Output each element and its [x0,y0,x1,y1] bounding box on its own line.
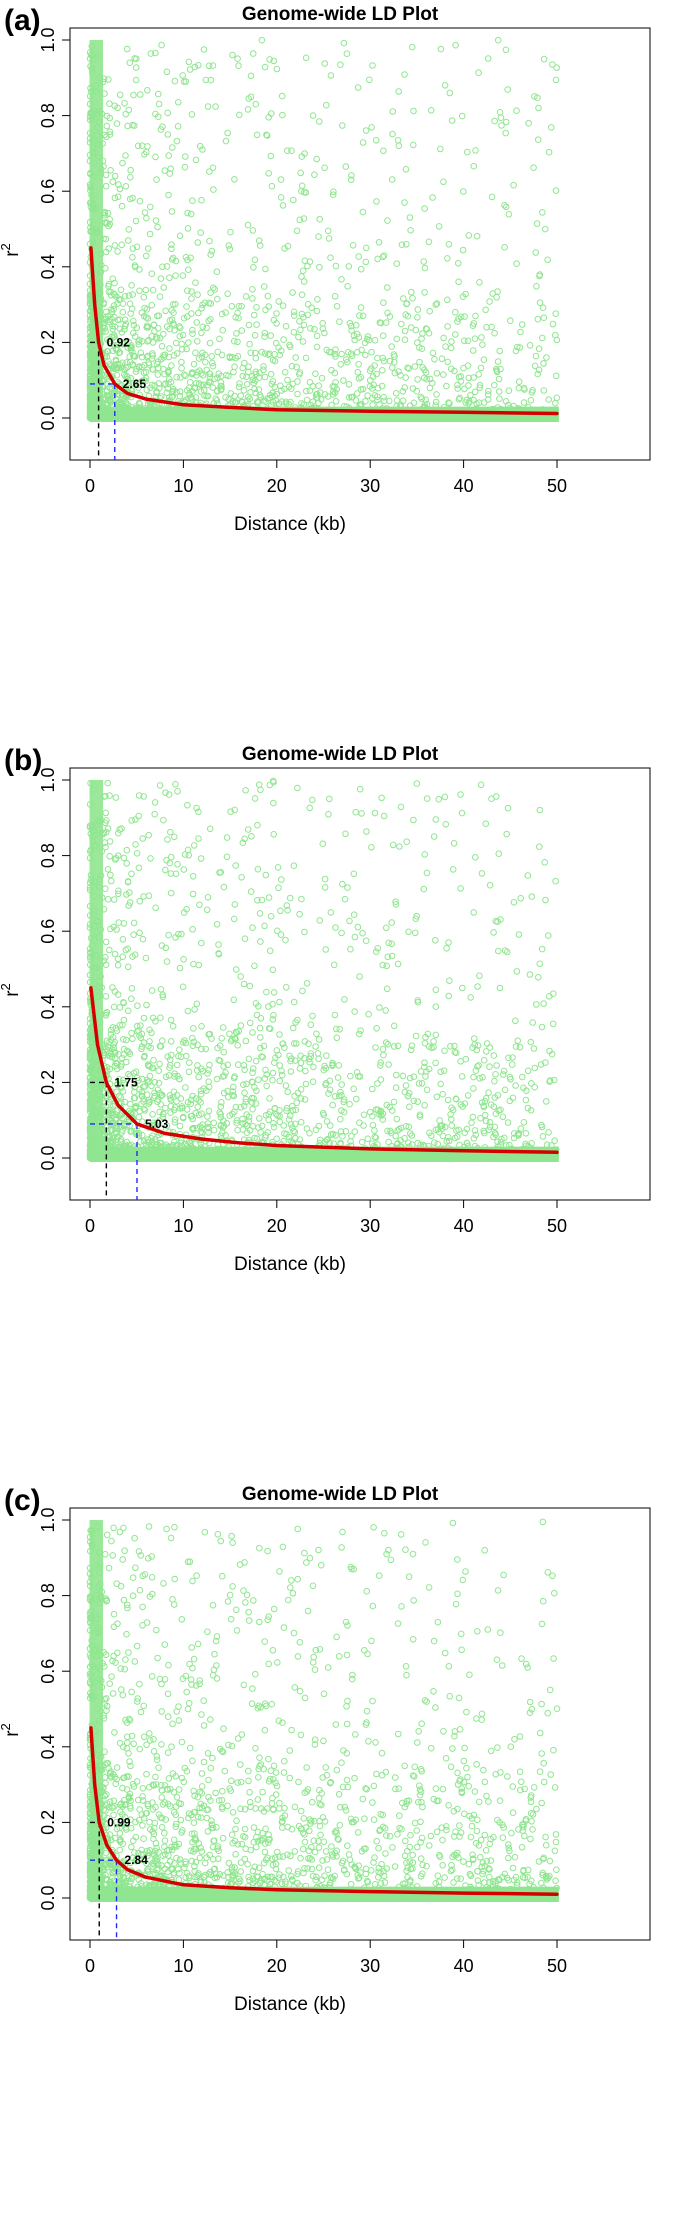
y-tick-label: 0.6 [38,1659,58,1684]
ld-decay-curve [89,246,559,416]
scatter-point-cloud [86,1518,561,1902]
y-tick-label: 0.8 [38,1583,58,1608]
plot-frame [69,767,651,1201]
y-axis-title: r2 [0,983,23,997]
y-tick-label: 0.0 [38,405,58,430]
x-tick-label: 0 [85,1216,95,1236]
y-axis-title: r2 [0,243,23,257]
ld-plot-svg: (c) Genome-wide LD Plot 0.0 0.2 0.4 0.6 0.8 1.0… [0,1484,651,2015]
x-tick-label: 50 [547,476,567,496]
y-tick-label: 1.0 [38,27,58,52]
chart-title: Genome-wide LD Plot [242,1484,439,1505]
x-tick-label: 40 [454,476,474,496]
ld-plot-svg: (b) Genome-wide LD Plot 0.0 0.2 0.4 0.6 0.8 1.0… [0,744,651,1275]
x-tick-label: 30 [360,1956,380,1976]
scatter-point-cloud [86,36,561,422]
annotation-label: 0.92 [107,335,131,349]
scatter-point-cloud [86,777,560,1162]
ld-plot-svg: (a) Genome-wide LD Plot 0.0 0.2 0.4 0.6 0.8 1.0… [0,4,651,535]
x-tick-label: 30 [360,476,380,496]
x-tick-label: 40 [454,1956,474,1976]
plot-frame [69,27,651,461]
plot-frame [69,1507,651,1941]
chart-title: Genome-wide LD Plot [242,744,439,765]
x-tick-label: 50 [547,1956,567,1976]
x-axis-title: Distance (kb) [234,1994,346,2015]
chart-title: Genome-wide LD Plot [242,4,439,25]
y-tick-label: 0.2 [38,1810,58,1835]
scatter-points [86,36,561,422]
x-tick-label: 50 [547,1216,567,1236]
y-tick-label: 0.4 [38,994,58,1019]
annotation-label: 1.75 [114,1075,138,1089]
x-axis-title: Distance (kb) [234,1254,346,1275]
ld-decay-curve [89,1726,559,1896]
scatter-points [86,777,560,1162]
x-axis-title: Distance (kb) [234,514,346,535]
y-tick-label: 0.2 [38,1070,58,1095]
annotation-label: 2.84 [125,1853,149,1867]
x-tick-label: 20 [267,1956,287,1976]
y-tick-label: 0.4 [38,1734,58,1759]
annotation-label: 0.99 [107,1815,131,1829]
x-tick-label: 0 [85,1956,95,1976]
ld-plot-panel: (c) Genome-wide LD Plot 0.0 0.2 0.4 0.6 0.8 1.0… [0,1480,685,2220]
x-tick-label: 10 [173,476,193,496]
y-tick-label: 0.0 [38,1145,58,1170]
panel-label: (b) [4,744,42,777]
y-tick-label: 0.4 [38,254,58,279]
y-axis-title: r2 [0,1723,23,1737]
x-tick-label: 30 [360,1216,380,1236]
y-tick-label: 0.6 [38,919,58,944]
x-tick-label: 10 [173,1216,193,1236]
y-tick-label: 0.2 [38,330,58,355]
scatter-points [86,1518,561,1902]
y-tick-label: 0.6 [38,179,58,204]
annotation-label: 2.65 [123,377,147,391]
y-tick-label: 0.8 [38,103,58,128]
y-tick-label: 1.0 [38,767,58,792]
ld-plot-panel: (b) Genome-wide LD Plot 0.0 0.2 0.4 0.6 0.8 1.0… [0,740,685,1480]
x-tick-label: 20 [267,1216,287,1236]
x-tick-label: 10 [173,1956,193,1976]
ld-decay-curve [89,986,559,1155]
y-tick-label: 0.0 [38,1885,58,1910]
panel-label: (a) [4,4,41,37]
x-tick-label: 20 [267,476,287,496]
x-tick-label: 0 [85,476,95,496]
panel-label: (c) [4,1484,41,1517]
y-tick-label: 1.0 [38,1507,58,1532]
y-tick-label: 0.8 [38,843,58,868]
ld-plot-panel: (a) Genome-wide LD Plot 0.0 0.2 0.4 0.6 0.8 1.0… [0,0,685,740]
x-tick-label: 40 [454,1216,474,1236]
